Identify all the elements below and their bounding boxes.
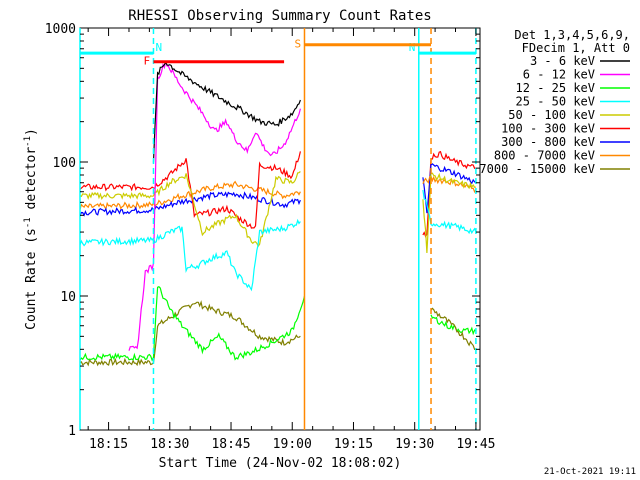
legend-label-6-12-kev: 6 - 12 keV (523, 68, 595, 82)
series-line-post-12-25-kev (430, 314, 477, 336)
markers-layer (79, 28, 477, 430)
y-axis-label-sup2: -1 (23, 136, 33, 147)
chart-title: RHESSI Observing Summary Count Rates (128, 8, 431, 24)
series-line-12-25-kev (79, 285, 306, 362)
y-axis-label: Count Rate (s-1 detector-1) (23, 128, 39, 330)
annotation-label-s-3: S (294, 38, 301, 51)
series-line-800-7000-kev (79, 180, 301, 211)
annotation-layer: N NFS (80, 38, 476, 68)
series-line-post-7000-15000-kev (430, 307, 476, 351)
x-tick-label: 19:00 (273, 437, 312, 452)
y-axis-label-main: Count Rate (s (24, 228, 39, 330)
x-tick-label: 18:30 (150, 437, 189, 452)
annotation-label-n-1: N (409, 41, 416, 54)
y-axis-ticks: 1 10 100 1000 (45, 22, 480, 439)
annotation-label-n-0: N (155, 41, 162, 54)
legend-label-300-800-kev: 300 - 800 keV (501, 135, 595, 149)
x-tick-label: 19:30 (395, 437, 434, 452)
annotation-label-f-2: F (143, 55, 150, 68)
y-tick-label: 1000 (45, 22, 76, 37)
series-line-100-300-kev (79, 151, 301, 229)
series-line-post-25-50-kev (422, 189, 477, 235)
series-line-25-50-kev (79, 218, 301, 292)
y-tick-label: 10 (60, 290, 76, 305)
legend-label-3-6-kev: 3 - 6 keV (530, 54, 595, 68)
x-tick-label: 18:15 (89, 437, 128, 452)
x-tick-label: 19:45 (456, 437, 495, 452)
series-line-300-800-kev (79, 191, 301, 217)
legend: Det 1,3,4,5,6,9, FDecim 1, Att 0 3 - 6 k… (479, 28, 630, 176)
y-tick-label: 100 (53, 156, 76, 171)
y-tick-label: 1 (68, 424, 76, 439)
legend-header-line-1: Det 1,3,4,5,6,9, (514, 28, 630, 42)
series-line-50-100-kev (79, 171, 301, 248)
series-line-post-300-800-kev (422, 163, 477, 214)
series-line-7000-15000-kev (79, 300, 301, 367)
x-tick-label: 19:15 (334, 437, 373, 452)
y-axis-label-mid: detector (24, 147, 39, 218)
x-axis-label: Start Time (24-Nov-02 18:08:02) (159, 456, 402, 471)
legend-label-25-50-kev: 25 - 50 keV (516, 95, 595, 109)
legend-label-50-100-kev: 50 - 100 keV (508, 108, 595, 122)
y-axis-label-sup1: -1 (23, 217, 33, 228)
legend-label-800-7000-kev: 800 - 7000 keV (494, 149, 595, 163)
footer-date: 21-Oct-2021 19:11 (544, 467, 636, 477)
series-line-3-6-kev (152, 60, 301, 163)
x-tick-label: 18:45 (211, 437, 250, 452)
legend-label-100-300-kev: 100 - 300 keV (501, 122, 595, 136)
y-axis-label-end: ) (24, 128, 39, 136)
x-axis-ticks: 18:15 18:30 18:45 19:00 19:15 19:30 19:45 (87, 28, 495, 452)
legend-header-line-2: FDecim 1, Att 0 (522, 41, 630, 55)
series-layer (79, 60, 477, 367)
legend-label-12-25-kev: 12 - 25 keV (516, 81, 595, 95)
legend-label-7000-15000-kev: 7000 - 15000 keV (479, 162, 595, 176)
series-line-6-12-kev (128, 61, 301, 351)
